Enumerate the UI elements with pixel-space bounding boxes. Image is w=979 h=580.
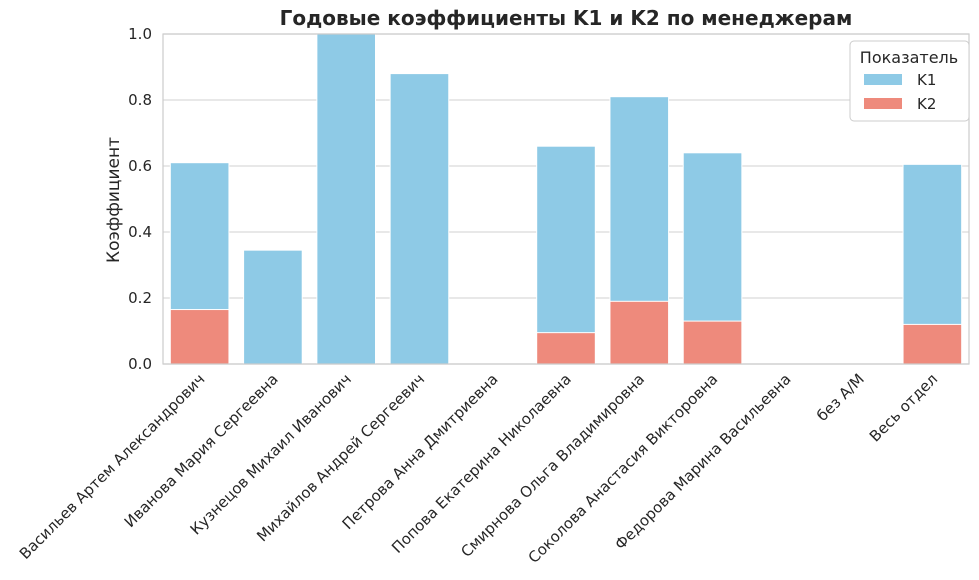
x-tick-label: Весь отдел	[866, 370, 941, 445]
bar-k2	[609, 300, 670, 365]
y-tick-label: 0.6	[128, 157, 152, 175]
plot-frame	[162, 33, 970, 365]
y-tick-label: 0.4	[128, 223, 152, 241]
y-tick-label: 1.0	[128, 25, 152, 43]
bar-k2	[169, 309, 230, 365]
bar-k2	[902, 323, 963, 365]
bar-k2	[682, 320, 743, 365]
legend-title: Показатель	[860, 48, 958, 67]
y-axis-label: Коэффициент	[104, 137, 124, 263]
bar-k2	[536, 332, 596, 365]
series-k2-bars	[169, 300, 963, 365]
legend-swatch-k2	[864, 98, 902, 109]
bar-k1	[536, 145, 596, 365]
x-tick-label: Иванова Мария Сергеевна	[121, 370, 282, 531]
legend: Показатель K1 K2	[849, 40, 970, 122]
bar-k1	[316, 33, 376, 365]
y-tick-label: 0.8	[128, 91, 152, 109]
x-tick-label: без А/М	[813, 370, 868, 425]
legend-label-k2: K2	[917, 95, 936, 113]
bar-k1	[243, 249, 303, 365]
legend-swatch-k1	[864, 74, 902, 85]
y-tick-label: 0.2	[128, 289, 152, 307]
x-tick-label: Кузнецов Михаил Иванович	[187, 370, 355, 538]
legend-label-k1: K1	[917, 71, 936, 89]
series-k1-bars	[169, 33, 963, 365]
y-tick-label: 0.0	[128, 355, 152, 373]
chart-title: Годовые коэффициенты K1 и K2 по менеджер…	[280, 6, 853, 30]
x-tick-label: Петрова Анна Дмитриевна	[339, 370, 502, 533]
bar-k1	[389, 73, 450, 365]
y-axis-ticks: 0.0 0.2 0.4 0.6 0.8 1.0	[128, 25, 152, 373]
